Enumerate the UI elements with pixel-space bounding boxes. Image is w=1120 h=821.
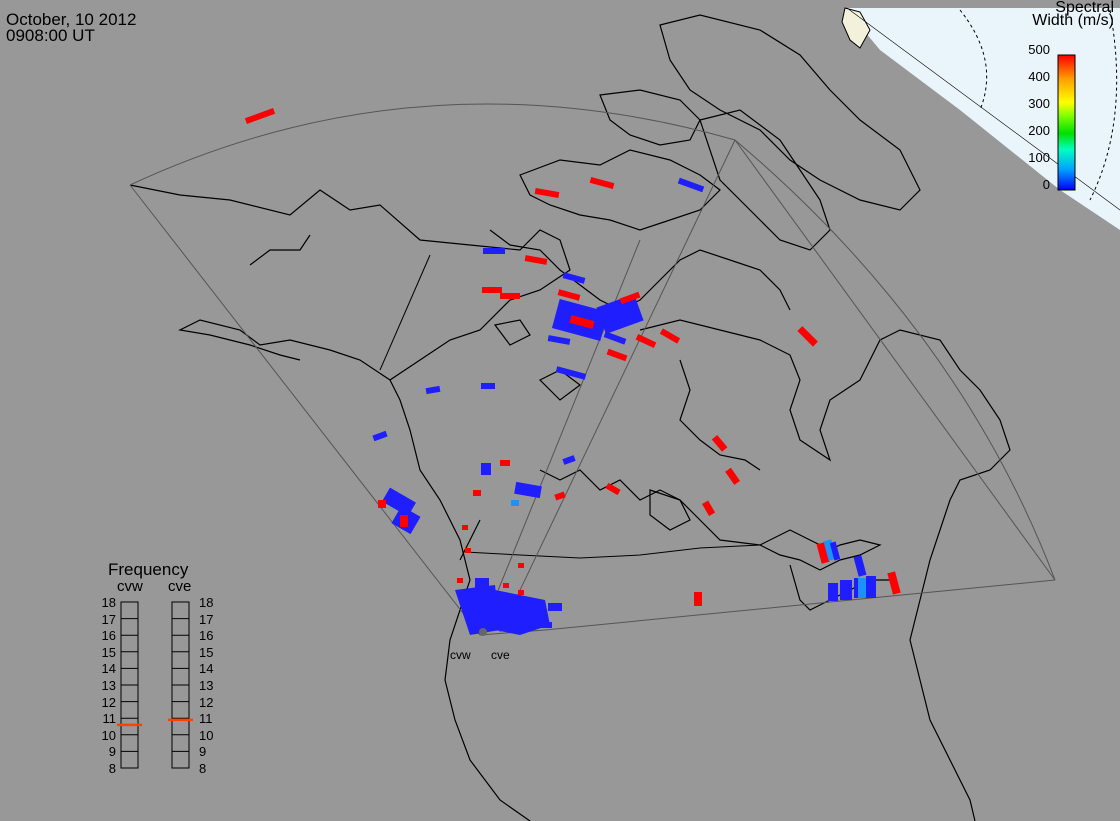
frequency-tick-label: 12 [199,694,214,710]
terminator-dotted-arc-2 [1089,9,1118,201]
frequency-col-cve: cve [168,578,192,595]
greenland-sunlit-land [841,7,871,49]
echo-cells [244,108,901,635]
frequency-tick-label: 15 [199,644,214,660]
frequency-tick-label: 10 [199,727,214,743]
colorbar-tick-label: 400 [1028,69,1050,84]
colorbar-title-line2: Width (m/s) [1032,12,1114,29]
frequency-tick-label: 16 [101,628,116,644]
colorbar-tick-label: 500 [1028,42,1050,57]
frequency-tick-label: 10 [101,727,116,743]
frequency-tick-label: 13 [199,678,214,693]
frequency-tick-label: 16 [199,628,214,644]
frequency-tick-label: 9 [199,744,207,760]
date-label: October, 10 2012 [6,10,137,29]
radar-site-marker [479,628,487,636]
colorbar-tick-label: 300 [1028,96,1050,111]
terminator-dotted-arc [959,9,988,111]
frequency-tick-label: 17 [101,611,116,627]
site-label-cve: cve [491,648,510,662]
frequency-tick-label: 12 [101,694,116,710]
frequency-tick-label: 11 [199,711,213,727]
site-label-cvw: cvw [450,648,471,662]
colorbar-tick-label: 100 [1028,150,1050,165]
colorbar-title-line1: Spectral [1055,0,1114,16]
frequency-tick-label: 13 [101,678,116,693]
time-label: 0908:00 UT [6,26,95,45]
colorbar-tick-label: 200 [1028,123,1050,138]
frequency-col-cvw: cvw [117,578,143,595]
colorbar-tick-label: 0 [1042,177,1050,192]
frequency-tick-label: 15 [101,644,116,660]
frequency-tick-label: 14 [101,661,116,677]
frequency-tick-label: 11 [102,711,117,727]
frequency-boxes [120,601,190,769]
daylight-region [845,8,1120,230]
political-borders [379,254,761,559]
frequency-tick-label: 14 [199,661,214,677]
frequency-tick-label: 17 [199,611,214,627]
frequency-title: Frequency [108,560,189,579]
colorbar [1057,54,1076,191]
frequency-tick-label: 18 [101,595,116,610]
frequency-tick-label: 8 [199,761,207,776]
frequency-tick-label: 18 [199,595,214,610]
frequency-tick-label: 8 [108,761,116,776]
frequency-tick-label: 9 [108,744,116,760]
